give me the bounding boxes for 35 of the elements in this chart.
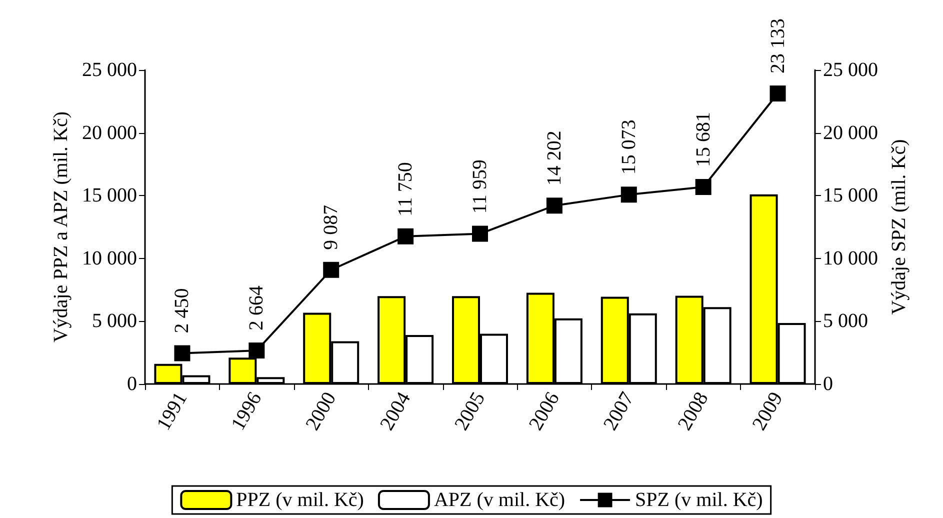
legend-label: PPZ (v mil. Kč)	[236, 489, 364, 511]
point	[472, 226, 488, 242]
data-label: 11 750	[394, 162, 417, 216]
data-label: 2 664	[246, 286, 268, 331]
y2-tick-label: 5 000	[823, 310, 868, 332]
point	[620, 186, 637, 203]
point	[398, 228, 414, 244]
y-tick-label: 5 000	[92, 310, 137, 332]
y2-axis-title: Výdaje SPZ (mil. Kč)	[888, 139, 910, 315]
y2-tick-label: 10 000	[823, 247, 878, 270]
data-label: 23 133	[766, 18, 789, 74]
y-tick-label: 0	[127, 373, 137, 395]
y-axis-title: Výdaje PPZ a APZ (mil. Kč)	[50, 111, 72, 343]
y2-tick-label: 20 000	[823, 122, 878, 144]
y2-tick-label: 25 000	[823, 59, 878, 81]
y2-tick-label: 15 000	[823, 184, 878, 207]
data-label: 11 959	[469, 160, 491, 214]
data-label: 14 202	[543, 130, 566, 186]
y2-tick-label: 0	[823, 373, 833, 395]
data-label: 15 681	[692, 112, 714, 168]
legend-label: APZ (v mil. Kč)	[434, 489, 566, 511]
data-label: 9 087	[320, 204, 342, 250]
point	[770, 85, 786, 102]
point	[174, 345, 190, 362]
data-label: 2 450	[171, 288, 194, 334]
y-tick-label: 10 000	[82, 247, 137, 270]
point	[695, 179, 712, 196]
y-tick-label: 20 000	[82, 122, 137, 144]
point	[546, 198, 562, 214]
point	[248, 342, 265, 359]
data-label: 15 073	[618, 120, 640, 175]
y-tick-label: 25 000	[82, 59, 137, 81]
y-tick-label: 15 000	[82, 184, 137, 207]
legend-label: SPZ (v mil. Kč)	[635, 489, 763, 511]
point	[323, 262, 340, 278]
